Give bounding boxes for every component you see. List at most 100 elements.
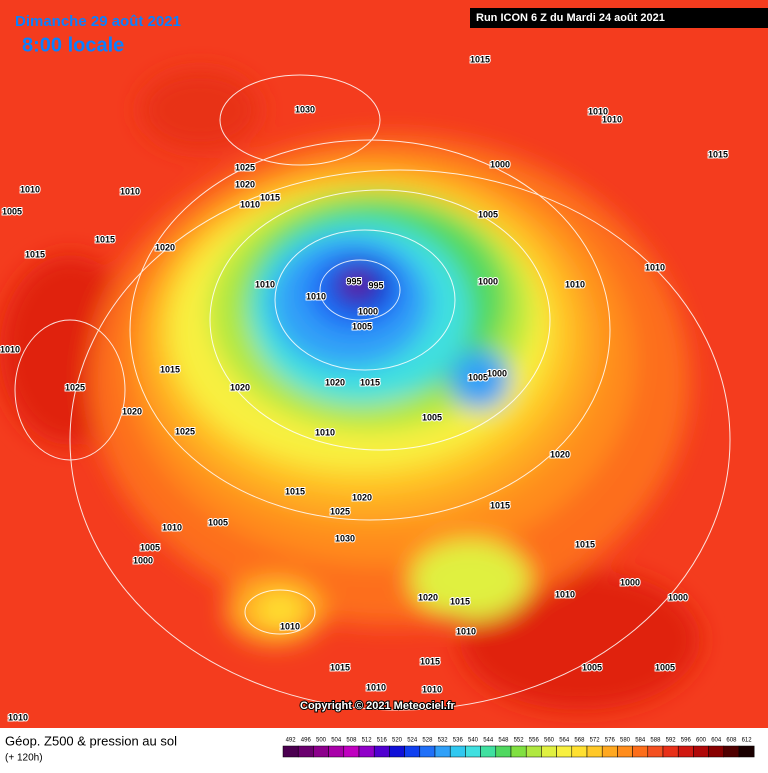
legend-tick: 600	[696, 738, 707, 744]
legend-tick: 612	[742, 738, 753, 744]
legend-tick: 588	[650, 738, 661, 744]
pressure-label: 1030	[295, 104, 315, 114]
pressure-label: 1010	[0, 344, 20, 354]
pressure-label: 995	[368, 280, 383, 290]
pressure-label: 1005	[478, 209, 498, 219]
legend-swatch	[632, 745, 649, 758]
legend-tick: 568	[574, 738, 585, 744]
legend-tick: 496	[301, 738, 312, 744]
legend-swatch	[525, 745, 542, 758]
pressure-label: 1015	[708, 149, 728, 159]
legend-tick: 596	[681, 738, 692, 744]
legend-tick: 544	[483, 738, 494, 744]
pressure-label: 1030	[335, 533, 355, 543]
geopotential-field	[0, 70, 700, 710]
run-box	[470, 8, 768, 28]
pressure-label: 1010	[120, 186, 140, 196]
legend-tick: 536	[453, 738, 464, 744]
legend-tick: 508	[346, 738, 357, 744]
pressure-label: 1020	[235, 179, 255, 189]
legend-swatch	[647, 745, 664, 758]
pressure-label: 1020	[352, 492, 372, 502]
legend-tick: 584	[635, 738, 646, 744]
lead-time: (+ 120h)	[5, 753, 43, 764]
legend-swatch	[404, 745, 421, 758]
pressure-label: 1010	[588, 106, 608, 116]
pressure-label: 1015	[450, 596, 470, 606]
legend-tick: 504	[331, 738, 342, 744]
legend-tick: 608	[726, 738, 737, 744]
legend-swatch	[738, 745, 755, 758]
legend-swatch	[358, 745, 375, 758]
legend-tick: 564	[559, 738, 570, 744]
legend: 492 496 500 504 508 512 516 520 524 528 532 536 540 5…	[282, 738, 755, 758]
pressure-label: 1010	[306, 291, 326, 301]
pressure-label: 1020	[418, 592, 438, 602]
pressure-label: 1005	[582, 662, 602, 672]
pressure-label: 1025	[65, 382, 85, 392]
legend-tick: 572	[590, 738, 601, 744]
pressure-label: 1000	[358, 306, 378, 316]
pressure-label: 1000	[478, 276, 498, 286]
pressure-label: 1015	[285, 486, 305, 496]
pressure-label: 1005	[655, 662, 675, 672]
legend-swatch	[297, 745, 314, 758]
pressure-label: 1000	[133, 555, 153, 565]
date: Dimanche 29 août 2021	[15, 13, 181, 30]
legend-swatch	[434, 745, 451, 758]
legend-swatch	[449, 745, 466, 758]
pressure-label: 1015	[490, 500, 510, 510]
pressure-label: 1015	[95, 234, 115, 244]
pressure-label: 1020	[155, 242, 175, 252]
legend-tick: 604	[711, 738, 722, 744]
pressure-label: 1010	[255, 279, 275, 289]
legend-swatch	[389, 745, 405, 758]
legend-tick: 580	[620, 738, 631, 744]
legend-swatch	[343, 745, 360, 758]
pressure-label: 1020	[550, 449, 570, 459]
pressure-label: 1010	[240, 199, 260, 209]
legend-tick: 524	[407, 738, 418, 744]
legend-swatch	[662, 745, 679, 758]
pressure-label: 1025	[235, 162, 255, 172]
legend-swatch	[465, 745, 481, 758]
legend-tick: 512	[362, 738, 373, 744]
pressure-label: 1015	[360, 377, 380, 387]
legend-tick: 492	[286, 738, 297, 744]
legend-swatch	[510, 745, 527, 758]
legend-tick: 576	[605, 738, 616, 744]
pressure-label: 1025	[175, 426, 195, 436]
pressure-label: 1010	[162, 522, 182, 532]
time: 8:00 locale	[22, 34, 124, 56]
pressure-label: 1010	[456, 626, 476, 636]
pressure-label: 995	[346, 276, 361, 286]
legend-swatch	[419, 745, 436, 758]
pressure-label: 1010	[645, 262, 665, 272]
pressure-label: 1015	[260, 192, 280, 202]
legend-tick: 556	[529, 738, 540, 744]
pressure-label: 1005	[352, 321, 372, 331]
legend-tick: 528	[422, 738, 433, 744]
legend-swatch	[617, 745, 633, 758]
pressure-label: 1020	[230, 382, 250, 392]
pressure-label: 1000	[490, 159, 510, 169]
legend-swatch	[495, 745, 512, 758]
pressure-label: 1005	[422, 412, 442, 422]
pressure-label: 1005	[2, 206, 22, 216]
pressure-label: 1010	[8, 712, 28, 722]
pressure-label: 1025	[330, 506, 350, 516]
pressure-label: 1015	[330, 662, 350, 672]
pressure-label: 1010	[315, 427, 335, 437]
legend-swatch	[328, 745, 345, 758]
legend-tick: 540	[468, 738, 479, 744]
pressure-label: 1015	[575, 539, 595, 549]
legend-swatch	[373, 745, 390, 758]
legend-swatch	[282, 745, 299, 758]
pressure-label: 1015	[25, 249, 45, 259]
legend-swatch	[571, 745, 588, 758]
copyright: Copyright © 2021 Meteociel.fr	[300, 700, 456, 712]
pressure-label: 1000	[487, 368, 507, 378]
pressure-label: 1010	[20, 184, 40, 194]
legend-tick: 560	[544, 738, 555, 744]
